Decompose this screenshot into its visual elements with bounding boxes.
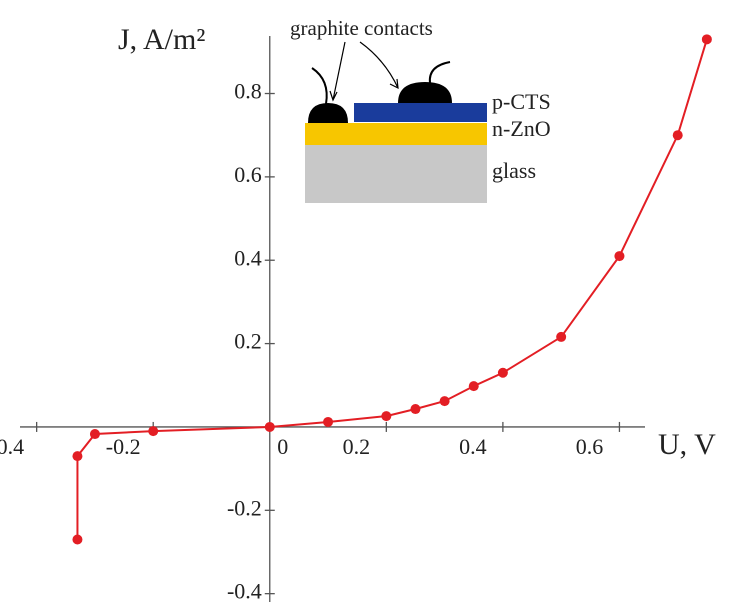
x-axis-label: U, V [658,428,716,461]
point [72,451,83,462]
point [323,416,334,427]
x-tick-label: -0.2 [106,434,141,459]
arrow [329,41,346,102]
y-tick-label: -0.2 [227,495,262,520]
arrow [359,41,399,90]
x-tick-label: 0.2 [343,434,371,459]
y-tick-label: 0.6 [234,162,262,187]
zno-layer [305,123,487,145]
y-tick-label: 0.4 [234,245,262,270]
x-tick-label: 0.4 [459,434,487,459]
point [410,404,421,415]
point [89,429,100,440]
annotation: graphite contacts [290,16,433,40]
cts-layer [354,103,487,122]
contact [398,82,452,103]
glass-layer [305,145,487,203]
point [497,367,508,378]
y-tick-label: 0.8 [234,79,262,104]
y-tick-label: 0.2 [234,329,262,354]
point [672,130,683,141]
x-tick-label: 0.6 [576,434,604,459]
inset-diagram: graphite contacts p-CTS n-ZnO glass [290,16,551,203]
annotation: glass [492,158,536,183]
point [381,411,392,422]
point [148,426,159,437]
wire [428,61,451,84]
annotation: p-CTS [492,89,551,114]
point [468,381,479,392]
point [439,396,450,407]
point [72,534,83,545]
point [701,34,712,45]
point [556,331,567,342]
x-tick-label: 0 [277,434,288,459]
point [614,251,625,262]
y-tick-label: -0.4 [227,579,262,604]
y-axis-label: J, A/m² [118,23,205,56]
x-tick-label: -0.4 [0,434,24,459]
wire [311,67,328,105]
contact [308,103,348,123]
annotation: n-ZnO [492,116,551,141]
point [264,421,275,432]
